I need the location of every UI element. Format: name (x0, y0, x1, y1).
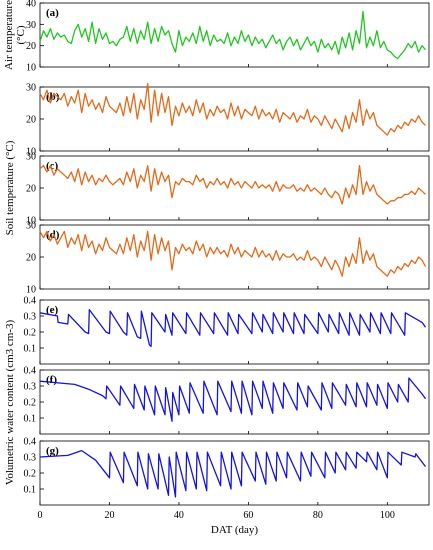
panel-g: 0.1 0.2 0.3 0.4 (g) (24, 437, 430, 506)
y-tick-label: 20 (26, 184, 36, 195)
x-axis-title: DAT (day) (211, 524, 258, 536)
series-line (39, 449, 427, 498)
y-tick-label: 0.2 (24, 469, 37, 480)
panel-frame (39, 440, 430, 506)
y-tick-label: 0.4 (24, 437, 37, 448)
x-tick-label: 20 (104, 510, 114, 521)
y-tick-label: 20 (26, 253, 36, 264)
series-line (39, 164, 426, 205)
air-temperature-axis-title: Air temperature(°C) (3, 0, 27, 70)
axis-title-line: Air temperature (3, 0, 15, 70)
y-tick-label: 0.1 (24, 414, 37, 425)
y-tick-label: 20 (26, 115, 36, 126)
y-tick-label: 0.2 (24, 328, 37, 339)
y-tick-label: 0.1 (24, 485, 37, 496)
y-tick-label: 0.2 (24, 398, 37, 409)
y-tick-label: 0.3 (24, 312, 37, 323)
panel-frame (39, 369, 430, 435)
panel-e: 0.1 0.2 0.3 0.4 (e) (24, 296, 430, 365)
panels-group: 10203040(a)102030(b)102030(c)102030(d)0.… (24, 0, 430, 506)
y-tick-label: 30 (26, 83, 36, 94)
y-tick-label: 30 (26, 221, 36, 232)
y-tick-label: 10 (26, 285, 36, 296)
y-tick-label: 0.3 (24, 453, 37, 464)
y-tick-label: 30 (26, 152, 36, 163)
axis-title-line: (°C) (15, 25, 27, 44)
panel-tag: (a) (46, 7, 59, 19)
y-tick-label: 0.4 (24, 296, 37, 307)
panel-frame (39, 155, 430, 221)
panel-frame (39, 2, 430, 68)
y-tick-label: 0.3 (24, 382, 37, 393)
y-tick-label: 0.4 (24, 366, 37, 377)
y-tick-label: 10 (26, 63, 36, 74)
y-tick-label: 30 (26, 20, 36, 31)
x-tick-label: 60 (243, 510, 253, 521)
series-line (39, 83, 426, 136)
panel-frame (39, 224, 430, 290)
y-tick-label: 0.1 (24, 344, 37, 355)
x-tick-label: 40 (174, 510, 184, 521)
x-tick-label: 80 (313, 510, 323, 521)
y-tick-label: 40 (26, 0, 36, 10)
series-line (39, 308, 427, 348)
panel-tag: (g) (46, 445, 59, 457)
y-tick-label: 20 (26, 41, 36, 52)
water-content-axis-title: Volumetric water content (cm3 cm-3) (4, 319, 16, 485)
panel-tag: (e) (46, 304, 59, 316)
y-tick-label: 10 (26, 216, 36, 227)
series-line (39, 230, 427, 277)
x-axis: 0 20 40 60 80 100 (38, 510, 395, 521)
panel-tag: (f) (46, 374, 57, 386)
panel-a: 10 20 30 40 (a) (26, 0, 430, 74)
panel-f: 0.1 0.2 0.3 0.4 (f) (24, 366, 430, 435)
y-tick-label: 10 (26, 147, 36, 158)
x-tick-label: 100 (380, 510, 395, 521)
series-line (39, 10, 427, 60)
series-line (39, 377, 427, 422)
soil-temperature-axis-title: Soil temperature (°C) (4, 140, 16, 235)
x-tick-label: 0 (38, 510, 43, 521)
